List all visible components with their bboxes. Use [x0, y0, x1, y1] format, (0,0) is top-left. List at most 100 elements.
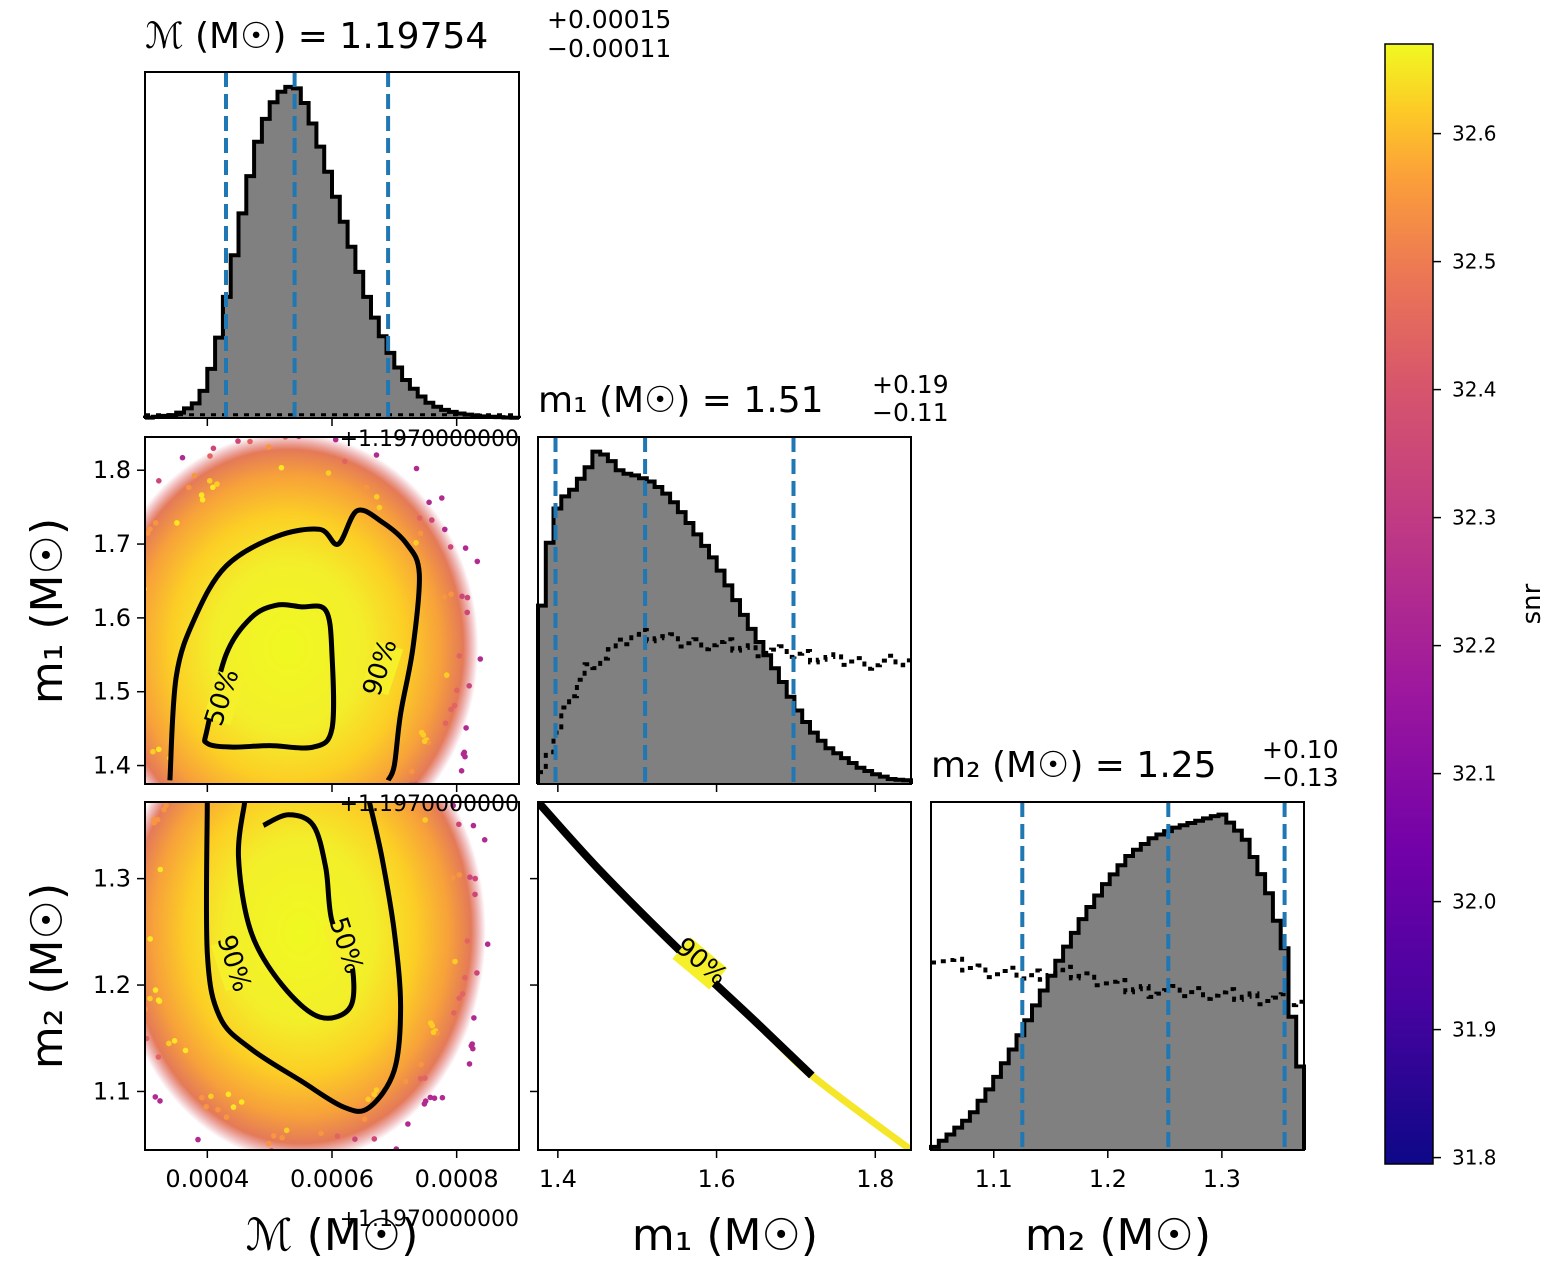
histogram-bar [709, 557, 718, 784]
histogram-bar [308, 123, 317, 418]
histogram-bar [732, 600, 741, 784]
sample-point [191, 472, 198, 479]
sample-point [447, 769, 453, 775]
histogram-bar [1094, 895, 1103, 1150]
title-m1: m₁ (M☉) = 1.51 +0.19 −0.11 [538, 370, 949, 427]
histogram-bar [269, 102, 278, 418]
histogram-bar [538, 605, 547, 784]
histogram-bar [238, 213, 247, 418]
title-m1-sub: −0.11 [872, 398, 949, 427]
sample-point [195, 1136, 201, 1143]
sample-point [95, 593, 101, 599]
sample-point [207, 453, 213, 459]
sample-point [157, 866, 164, 873]
histogram-bar [1296, 1066, 1305, 1150]
sample-point [461, 749, 468, 756]
sample-point [113, 523, 119, 529]
histogram-bar [946, 1134, 955, 1150]
histogram-bar [433, 406, 442, 418]
histogram-bar [1249, 857, 1258, 1150]
histogram-bar [786, 696, 795, 784]
contours [203, 802, 404, 1114]
sample-point [270, 1133, 277, 1139]
sample-point [278, 464, 285, 471]
histogram-bar [355, 271, 364, 418]
sample-point [121, 942, 127, 948]
sample-point [450, 802, 457, 809]
histogram-bar [740, 614, 749, 784]
histogram-bar [693, 534, 702, 784]
sample-point [147, 936, 153, 942]
histogram-bar [954, 1127, 963, 1150]
sample-point [186, 484, 192, 491]
x-axis-label-mc: ℳ (M☉) [246, 1210, 419, 1261]
sample-point [92, 588, 98, 594]
histogram-bar [1117, 865, 1126, 1150]
sample-point [373, 494, 380, 500]
histogram-bar [285, 86, 294, 419]
sample-point [467, 874, 473, 880]
sample-point [238, 1099, 245, 1105]
y-axis-label-m1: m₁ (M☉) [22, 518, 73, 704]
axes-frame [537, 436, 912, 785]
sample-point [118, 715, 124, 721]
colorbar-tick-label: 32.3 [1452, 506, 1497, 530]
m1-histogram-panel [536, 436, 913, 792]
x-tick-label: 1.2 [1089, 1165, 1127, 1193]
sample-point [427, 1094, 434, 1101]
colorbar-tick-label: 32.6 [1452, 122, 1497, 146]
sample-point [121, 1018, 127, 1024]
sample-point [334, 1133, 341, 1139]
sample-point [459, 991, 466, 997]
sample-point [413, 465, 420, 472]
sample-point [152, 1094, 159, 1100]
title-m2-sup: +0.10 [1262, 735, 1339, 764]
y-tick-label: 1.5 [93, 678, 131, 706]
histogram-bar [254, 141, 263, 419]
histogram-bar [1109, 874, 1118, 1150]
colorbar-gradient [1384, 43, 1434, 1165]
sample-point [115, 573, 121, 579]
x-tick-label: 0.0004 [165, 1165, 249, 1193]
histogram-bar [724, 585, 733, 784]
sample-point [449, 875, 456, 881]
contour-50 [202, 602, 337, 751]
sample-point [448, 706, 454, 713]
sample-point [223, 1114, 230, 1120]
histogram-bar [1055, 960, 1064, 1150]
sample-point [463, 725, 469, 731]
sample-point [422, 1075, 428, 1081]
title-m2-sub: −0.13 [1262, 763, 1339, 792]
sample-point [114, 932, 120, 938]
sample-point [451, 1010, 457, 1016]
contour-label-90-bg [210, 936, 253, 992]
x-tick-label: 0.0008 [415, 1165, 499, 1193]
histogram-bar [977, 1100, 986, 1150]
sample-point [462, 753, 468, 760]
sample-point [413, 540, 419, 546]
sample-point [137, 1011, 143, 1017]
sample-point [373, 1087, 380, 1093]
offset-label-mcm1: +1.1970000000 [340, 792, 519, 817]
y-tick-label: 1.2 [93, 971, 131, 999]
histogram-bar [402, 380, 411, 418]
sample-point [150, 748, 156, 755]
histogram-bar [293, 88, 302, 419]
histogram-bar [802, 722, 811, 784]
sample-point [266, 1140, 272, 1147]
sample-point [332, 437, 339, 443]
sample-point [429, 1022, 436, 1029]
colorbar-label: snr [1517, 583, 1547, 624]
colorbar-tick-label: 32.4 [1452, 378, 1497, 402]
histogram-bar [1203, 818, 1212, 1150]
histogram-bar [1272, 920, 1282, 1150]
sample-point [469, 1041, 476, 1047]
sample-point [127, 926, 133, 932]
sample-point [97, 714, 103, 720]
histogram-bar [1032, 1005, 1041, 1150]
axes-frame [930, 801, 1305, 1151]
prior-histogram [538, 628, 911, 775]
histogram-bar [363, 296, 372, 418]
histogram-bar [817, 740, 826, 784]
sample-point [132, 853, 138, 859]
